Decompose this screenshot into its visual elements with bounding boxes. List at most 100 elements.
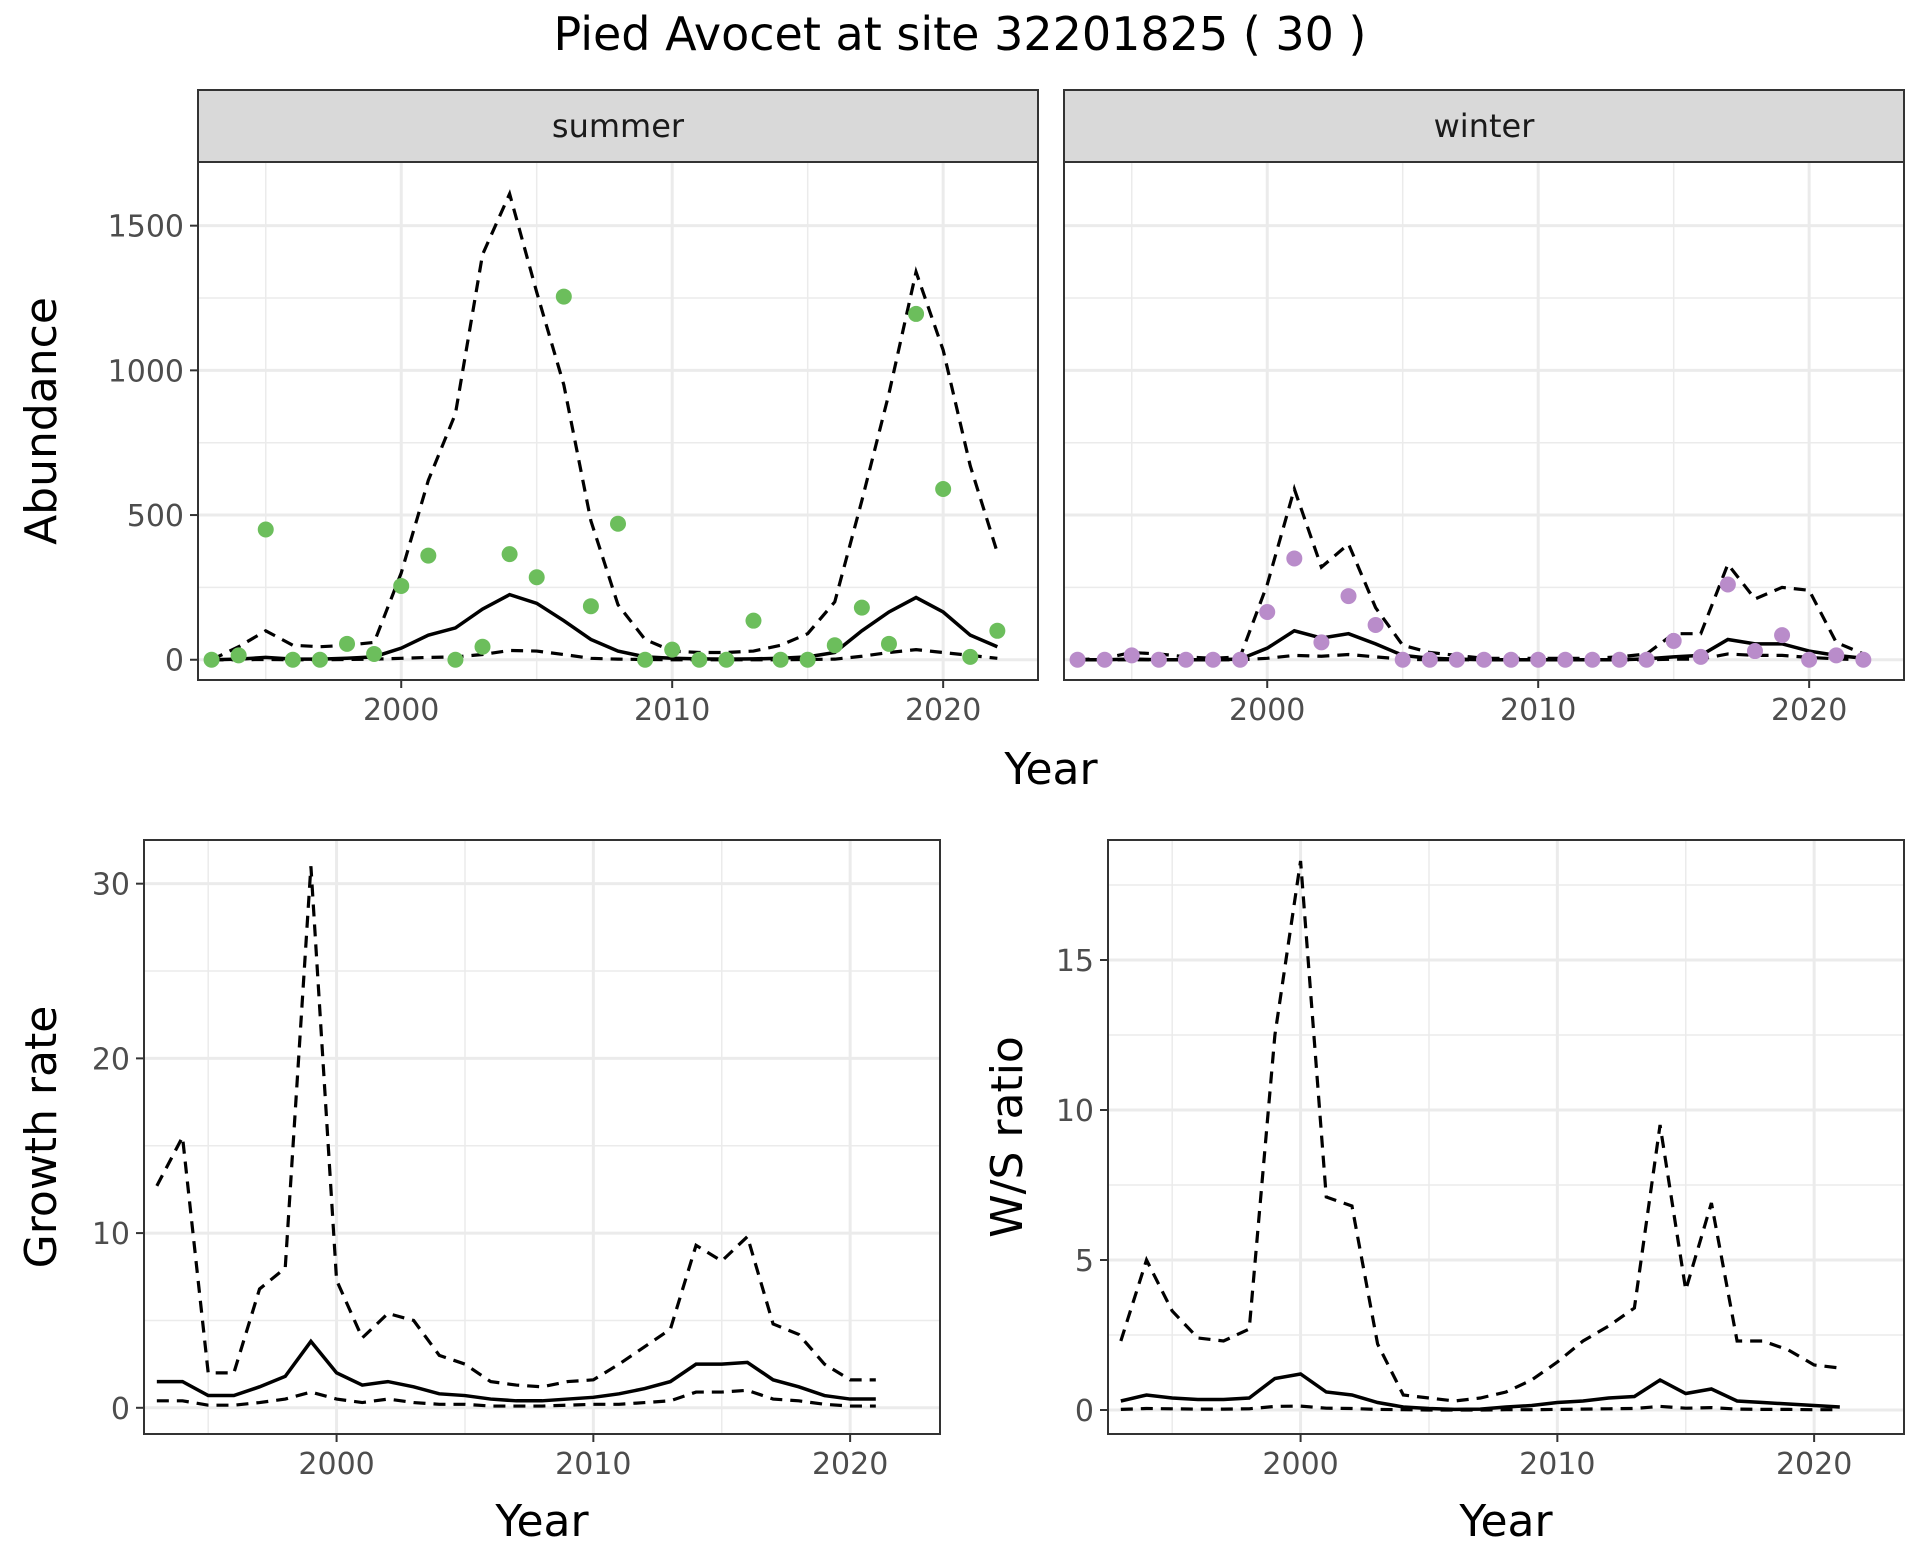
data-point [474,638,491,655]
data-point [447,651,464,668]
data-point [1313,634,1330,651]
data-point [1530,651,1547,668]
x-tick-label: 2000 [1262,1447,1338,1482]
data-point [501,546,518,563]
y-tick-label: 0 [1075,1394,1094,1429]
y-tick-label: 10 [1056,1094,1094,1129]
data-point [1123,647,1140,664]
data-point [1232,651,1249,668]
data-point [284,651,301,668]
data-point [637,651,654,668]
data-point [664,641,681,658]
data-point [1421,651,1438,668]
data-point [1367,617,1384,634]
data-point [393,577,410,594]
data-point [1286,550,1303,567]
data-point [1340,588,1357,605]
data-point [528,569,545,586]
data-point [339,635,356,652]
x-tick-label: 2020 [1771,693,1847,728]
data-point [1855,651,1872,668]
data-point [989,622,1006,639]
x-tick-label: 2010 [634,693,710,728]
x-tick-label: 2010 [1500,693,1576,728]
data-point [745,612,762,629]
data-point [1584,651,1601,668]
x-axis-title: Year [494,1496,589,1547]
panel-border [1107,839,1905,1435]
data-point [880,635,897,652]
data-point [1638,651,1655,668]
lower-ci-line [156,1388,876,1408]
x-axis-title: Year [1458,1496,1553,1547]
facet-strip-label: winter [1434,107,1536,145]
data-point [1069,651,1086,668]
data-point [1828,647,1845,664]
x-tick-label: 2000 [363,693,439,728]
data-point [1150,651,1167,668]
y-axis-title: Abundance [16,297,67,545]
data-point [230,647,247,664]
data-point [1774,627,1791,644]
y-tick-label: 10 [92,1217,130,1252]
data-point [1611,651,1628,668]
chart-title: Pied Avocet at site 32201825 ( 30 ) [554,7,1367,61]
y-tick-label: 30 [92,868,130,903]
data-point [1205,651,1222,668]
facet-strip-label: summer [552,107,685,145]
data-point [1503,651,1520,668]
data-point [1557,651,1574,668]
lower-ci-line [211,648,998,662]
y-axis-title: W/S ratio [982,1036,1033,1238]
x-tick-label: 2020 [812,1447,888,1482]
y-tick-label: 5 [1075,1244,1094,1279]
facet-winter: 2000 2010 2020 winter [1063,89,1905,728]
mean-line [1120,1372,1840,1412]
mean-line [156,1338,876,1403]
data-point [1394,651,1411,668]
data-point [826,637,843,654]
growth-rate-plot: 2000 2010 2020 0 10 20 30 Growth rate Year [16,839,941,1547]
x-tick-label: 2000 [1229,693,1305,728]
data-point [908,305,925,322]
y-tick-label: 1500 [108,210,184,245]
data-point [799,651,816,668]
x-axis-title: Year [1003,744,1098,795]
data-point [203,651,220,668]
data-point [1719,576,1736,593]
data-point [311,651,328,668]
data-point [366,645,383,662]
data-point [1665,632,1682,649]
x-tick-label: 2010 [555,1447,631,1482]
y-axis-title: Growth rate [16,1006,67,1269]
data-point [718,651,735,668]
y-tick-label: 0 [111,1392,130,1427]
facet-summer: 2000 2010 2020 0 500 1000 1500 summer [108,89,1039,728]
data-point [772,651,789,668]
data-point [420,547,437,564]
x-tick-label: 2010 [1519,1447,1595,1482]
data-point [1692,648,1709,665]
data-point [935,481,952,498]
data-point [555,288,572,305]
data-point [582,598,599,615]
y-tick-label: 15 [1056,944,1094,979]
y-tick-label: 500 [127,499,184,534]
x-tick-label: 2000 [298,1447,374,1482]
facet-strip [1063,89,1905,163]
data-point [257,521,274,538]
x-tick-label: 2020 [1776,1447,1852,1482]
upper-ci-line [155,866,876,1389]
y-tick-label: 20 [92,1042,130,1077]
data-point [1448,651,1465,668]
data-point [1746,643,1763,660]
data-point [1259,603,1276,620]
data-point [1177,651,1194,668]
facet-strip [197,89,1039,163]
x-tick-label: 2020 [905,693,981,728]
y-tick-label: 1000 [108,354,184,389]
data-point [691,651,708,668]
